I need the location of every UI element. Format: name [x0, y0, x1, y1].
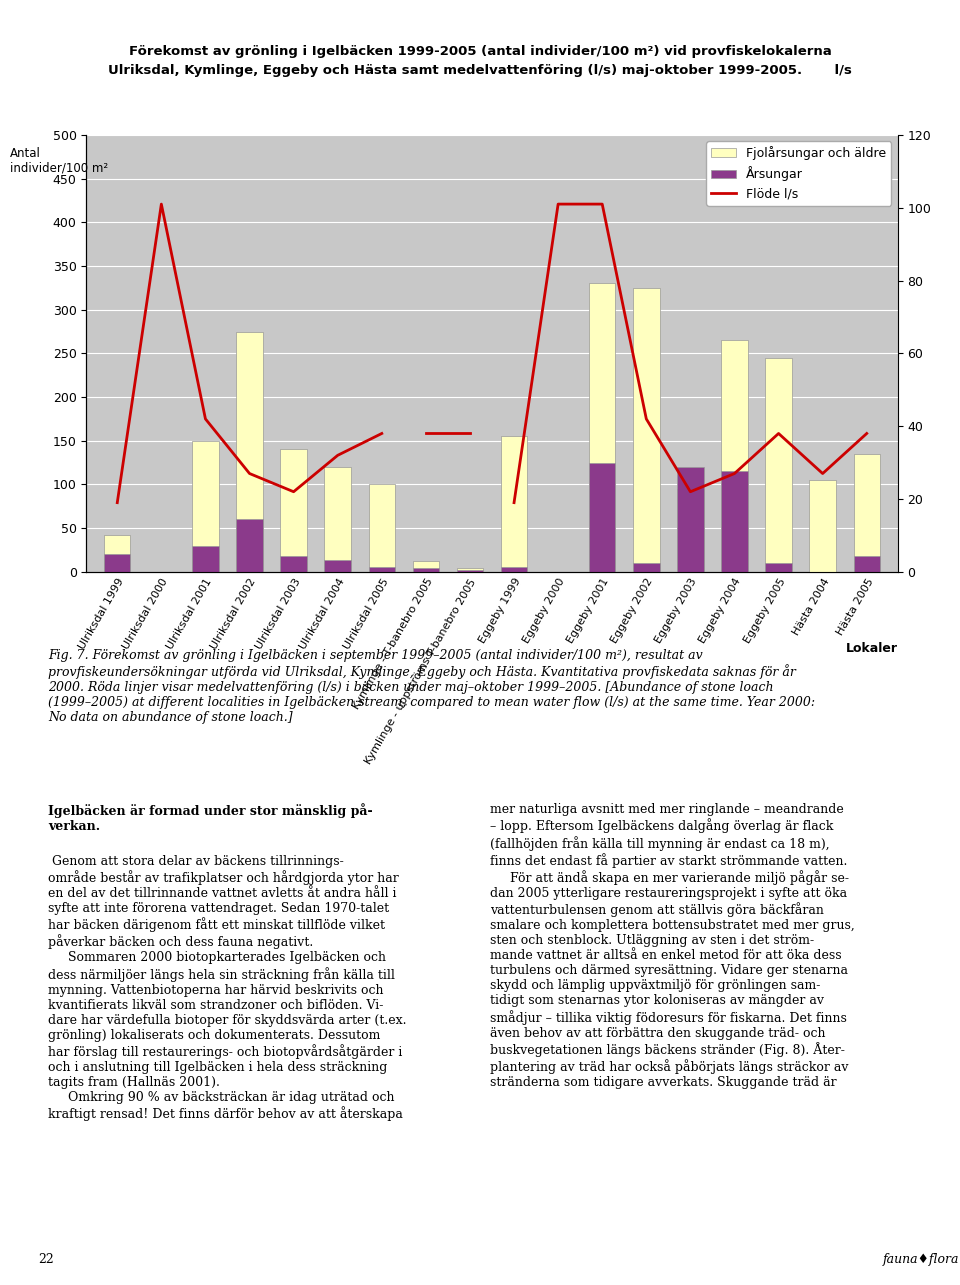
Bar: [324, 466, 351, 572]
Bar: [236, 332, 263, 572]
Text: Förekomst av grönling i Igelbäcken 1999-2005 (antal individer/100 m²) vid provfi: Förekomst av grönling i Igelbäcken 1999-…: [129, 45, 831, 58]
Bar: [104, 554, 131, 572]
Bar: [413, 562, 439, 572]
Bar: [413, 568, 439, 572]
Bar: [765, 563, 792, 572]
Legend: Fjolårsungar och äldre, Årsungar, Flöde l/s: Fjolårsungar och äldre, Årsungar, Flöde …: [707, 141, 891, 206]
Bar: [633, 563, 660, 572]
Text: Antal
individer/100 m²: Antal individer/100 m²: [10, 146, 108, 175]
Bar: [280, 556, 307, 572]
Bar: [324, 560, 351, 572]
Bar: [589, 463, 615, 572]
Bar: [853, 454, 880, 572]
Text: mer naturliga avsnitt med mer ringlande – meandrande
– lopp. Eftersom Igelbäcken: mer naturliga avsnitt med mer ringlande …: [490, 803, 854, 1090]
Text: Igelbäcken är formad under stor mänsklig på-
verkan.: Igelbäcken är formad under stor mänsklig…: [48, 803, 372, 833]
Bar: [765, 357, 792, 572]
Bar: [633, 288, 660, 572]
Bar: [280, 450, 307, 572]
Bar: [721, 341, 748, 572]
Bar: [501, 437, 527, 572]
Bar: [369, 567, 395, 572]
Bar: [677, 488, 704, 572]
Bar: [809, 481, 836, 572]
Text: Ulriksdal, Kymlinge, Eggeby och Hästa samt medelvattenföring (l/s) maj-oktober 1: Ulriksdal, Kymlinge, Eggeby och Hästa sa…: [108, 64, 852, 77]
Bar: [369, 484, 395, 572]
Bar: [853, 556, 880, 572]
Text: 22: 22: [38, 1253, 54, 1266]
Bar: [501, 568, 527, 572]
Text: fauna♦flora: fauna♦flora: [883, 1253, 960, 1266]
Bar: [677, 466, 704, 572]
Bar: [457, 568, 483, 572]
Text: Fig. 7. Förekomst av grönling i Igelbäcken i september 1999–2005 (antal individe: Fig. 7. Förekomst av grönling i Igelbäck…: [48, 649, 815, 725]
Bar: [192, 546, 219, 572]
Bar: [721, 472, 748, 572]
Text: Genom att stora delar av bäckens tillrinnings-
område består av trafikplatser oc: Genom att stora delar av bäckens tillrin…: [48, 855, 406, 1121]
Bar: [192, 441, 219, 572]
Bar: [236, 519, 263, 572]
Bar: [457, 571, 483, 572]
Bar: [589, 284, 615, 572]
Text: Lokaler: Lokaler: [846, 642, 898, 655]
Bar: [104, 535, 131, 572]
